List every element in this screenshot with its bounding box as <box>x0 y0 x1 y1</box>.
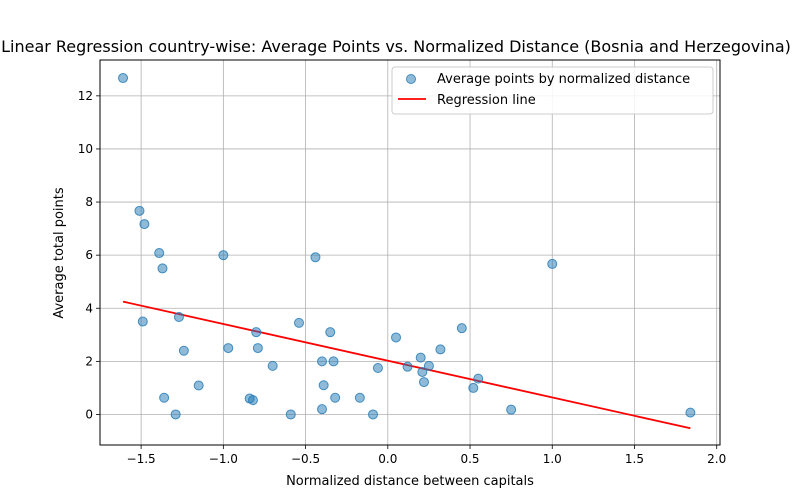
points-layer <box>118 73 696 420</box>
data-point <box>310 252 321 263</box>
data-point <box>547 258 558 269</box>
data-point <box>223 343 234 354</box>
data-point <box>157 263 168 274</box>
data-point <box>173 312 184 323</box>
data-point <box>170 409 181 420</box>
data-point <box>473 373 484 384</box>
data-point <box>159 392 170 403</box>
data-point <box>415 352 426 363</box>
legend-label-regression: Regression line <box>437 93 536 108</box>
data-point <box>468 382 479 393</box>
data-point <box>134 205 145 216</box>
data-point <box>435 344 446 355</box>
data-point <box>247 395 258 406</box>
data-point <box>354 392 365 403</box>
data-point <box>506 404 517 415</box>
x-axis-label: Normalized distance between capitals <box>286 474 534 489</box>
x-tick-label: 1.0 <box>543 452 562 466</box>
legend-marker-scatter <box>406 74 416 84</box>
y-tick-label: 10 <box>78 142 93 156</box>
grid <box>100 60 720 445</box>
data-point <box>285 409 296 420</box>
data-point <box>685 407 696 418</box>
legend-frame <box>391 66 714 115</box>
data-point <box>178 345 189 356</box>
data-point <box>218 250 229 261</box>
data-point <box>193 380 204 391</box>
data-point <box>391 332 402 343</box>
data-point <box>456 323 467 334</box>
data-point <box>367 409 378 420</box>
data-point <box>330 392 341 403</box>
x-tick-label: −0.5 <box>291 452 320 466</box>
data-point <box>317 356 328 367</box>
data-point <box>139 219 150 230</box>
x-tick-label: 0.0 <box>378 452 397 466</box>
legend: Average points by normalized distance Re… <box>391 66 714 115</box>
y-tick-label: 4 <box>85 301 93 315</box>
legend-label-scatter: Average points by normalized distance <box>437 72 690 87</box>
data-point <box>137 316 148 327</box>
data-point <box>417 366 428 377</box>
x-axis-ticks: −1.5 −1.0 −0.5 0.0 0.5 1.0 1.5 2.0 <box>127 445 726 466</box>
x-tick-label: 2.0 <box>707 452 726 466</box>
data-point <box>317 404 328 415</box>
data-point <box>402 361 413 372</box>
data-point <box>372 363 383 373</box>
data-point <box>325 327 336 338</box>
y-tick-label: 0 <box>85 407 93 421</box>
x-tick-label: 1.5 <box>625 452 644 466</box>
y-tick-label: 12 <box>78 89 93 103</box>
y-tick-label: 6 <box>85 248 93 262</box>
y-axis-ticks: 0 2 4 6 8 10 12 <box>78 89 100 421</box>
data-point <box>252 343 263 354</box>
data-point <box>154 248 165 259</box>
y-tick-label: 2 <box>85 354 93 368</box>
data-point <box>418 377 429 388</box>
x-tick-label: −1.0 <box>209 452 238 466</box>
data-point <box>251 327 262 338</box>
data-point <box>267 360 278 371</box>
plot-frame <box>99 59 721 446</box>
data-point <box>293 317 304 328</box>
y-axis-label: Average total points <box>52 187 67 319</box>
data-point <box>328 356 339 367</box>
data-point <box>118 73 129 84</box>
chart-title: Linear Regression country-wise: Average … <box>1 37 791 56</box>
x-tick-label: −1.5 <box>127 452 156 466</box>
data-point <box>318 380 329 391</box>
x-tick-label: 0.5 <box>460 452 479 466</box>
y-tick-label: 8 <box>85 195 93 209</box>
data-point <box>423 360 434 371</box>
